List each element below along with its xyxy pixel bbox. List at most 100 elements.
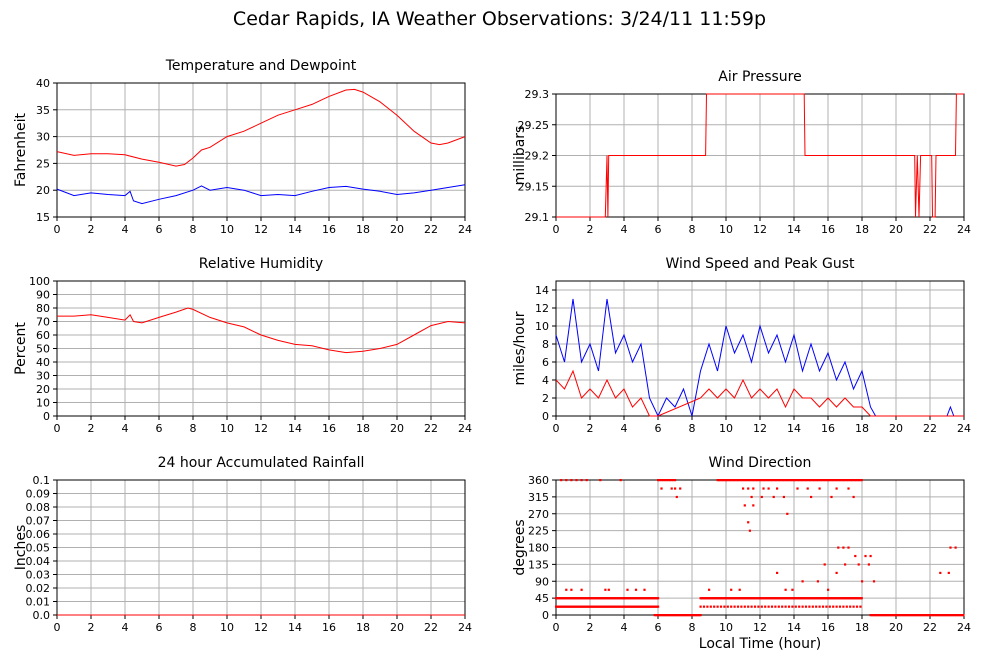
data-point xyxy=(811,605,814,608)
data-point xyxy=(774,479,778,482)
x-tick-label: 0 xyxy=(54,223,61,236)
data-point xyxy=(872,580,876,583)
y-tick-label: 135 xyxy=(528,558,549,571)
data-point xyxy=(825,479,828,482)
data-point xyxy=(679,487,682,490)
data-point xyxy=(832,605,835,608)
data-point xyxy=(746,479,749,482)
data-point xyxy=(570,479,573,482)
data-point xyxy=(660,487,663,490)
data-point xyxy=(774,605,777,608)
data-point xyxy=(753,605,757,608)
x-tick-label: 10 xyxy=(220,621,234,634)
data-point xyxy=(740,605,743,608)
data-point xyxy=(768,479,771,482)
y-axis-label: Percent xyxy=(13,322,29,375)
data-point xyxy=(730,479,733,482)
data-point xyxy=(742,479,745,482)
y-axis-label: Inches xyxy=(13,525,29,570)
data-point xyxy=(674,479,677,482)
data-point xyxy=(783,479,786,482)
data-point xyxy=(750,479,753,482)
y-tick-label: 35 xyxy=(36,104,50,117)
y-tick-label: 70 xyxy=(36,316,50,329)
series-line-1 xyxy=(555,369,964,417)
data-point xyxy=(634,588,638,591)
y-tick-label: 10 xyxy=(36,397,50,410)
chart-title: Wind Direction xyxy=(709,455,812,471)
data-point xyxy=(798,605,801,608)
data-point xyxy=(860,597,863,600)
data-point xyxy=(762,479,765,482)
x-tick-label: 22 xyxy=(923,223,937,236)
data-point xyxy=(807,479,810,482)
y-tick-label: 0 xyxy=(542,609,549,622)
x-tick-label: 14 xyxy=(288,422,302,435)
data-point xyxy=(728,479,731,482)
y-tick-label: 315 xyxy=(528,491,549,504)
data-point xyxy=(658,479,661,482)
x-tick-label: 12 xyxy=(254,422,268,435)
data-point xyxy=(800,479,804,482)
data-point xyxy=(657,597,660,600)
data-point xyxy=(580,479,583,482)
data-point xyxy=(770,605,774,608)
data-point xyxy=(867,563,870,566)
data-point xyxy=(810,495,813,499)
data-point xyxy=(817,479,820,482)
data-point xyxy=(962,614,965,617)
data-point xyxy=(780,479,783,482)
data-point xyxy=(657,479,660,482)
x-tick-label: 10 xyxy=(220,422,234,435)
data-point xyxy=(828,479,831,482)
data-point xyxy=(777,479,780,482)
x-tick-label: 18 xyxy=(356,223,370,236)
data-point xyxy=(667,479,670,482)
data-point xyxy=(757,479,760,482)
y-tick-label: 6 xyxy=(542,356,549,369)
x-tick-label: 22 xyxy=(424,621,438,634)
y-tick-label: 90 xyxy=(36,289,50,302)
data-point xyxy=(619,479,622,482)
data-point xyxy=(794,605,797,608)
data-point xyxy=(835,605,838,608)
data-point xyxy=(570,588,573,591)
y-tick-label: 20 xyxy=(36,184,50,197)
data-point xyxy=(749,479,752,482)
data-point xyxy=(575,479,578,482)
data-point xyxy=(738,479,741,482)
data-point xyxy=(743,479,746,482)
data-point xyxy=(838,479,842,482)
x-tick-label: 8 xyxy=(689,621,696,634)
data-point xyxy=(789,479,793,482)
data-point xyxy=(836,479,839,482)
x-tick-label: 6 xyxy=(655,223,662,236)
data-point xyxy=(670,487,673,490)
y-tick-label: 14 xyxy=(535,284,549,297)
x-tick-label: 16 xyxy=(821,422,835,435)
y-tick-label: 29.25 xyxy=(518,119,550,132)
data-point xyxy=(804,479,808,482)
data-point xyxy=(726,605,729,608)
x-tick-label: 22 xyxy=(424,422,438,435)
chart-title: Wind Speed and Peak Gust xyxy=(666,256,855,272)
plot-frame xyxy=(56,82,466,218)
data-point xyxy=(939,571,942,575)
data-point xyxy=(760,495,763,499)
x-tick-label: 16 xyxy=(821,621,835,634)
data-point xyxy=(803,479,806,482)
y-tick-label: 30 xyxy=(36,131,50,144)
data-point xyxy=(781,605,784,608)
x-tick-label: 22 xyxy=(424,223,438,236)
x-tick-label: 4 xyxy=(122,621,129,634)
x-tick-label: 20 xyxy=(889,422,903,435)
data-point xyxy=(736,605,740,608)
y-tick-label: 0.01 xyxy=(26,596,51,609)
x-tick-label: 12 xyxy=(254,621,268,634)
data-point xyxy=(844,563,847,566)
x-tick-label: 2 xyxy=(587,223,594,236)
x-tick-label: 12 xyxy=(753,223,767,236)
data-point xyxy=(742,487,745,490)
data-point xyxy=(860,479,863,482)
